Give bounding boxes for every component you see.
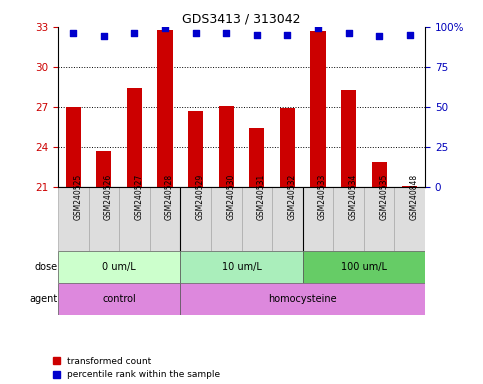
Point — [130, 30, 138, 36]
Point — [375, 33, 383, 40]
Text: GSM240533: GSM240533 — [318, 173, 327, 220]
Bar — [395, 187, 425, 251]
Bar — [119, 187, 150, 251]
Bar — [66, 107, 81, 187]
Bar — [303, 187, 333, 251]
Point — [314, 25, 322, 31]
Point — [100, 33, 108, 40]
Text: homocysteine: homocysteine — [269, 294, 337, 304]
Point — [284, 32, 291, 38]
Bar — [58, 187, 88, 251]
Text: dose: dose — [34, 262, 57, 272]
Text: GSM240529: GSM240529 — [196, 173, 205, 220]
Point — [345, 30, 353, 36]
Bar — [242, 187, 272, 251]
Title: GDS3413 / 313042: GDS3413 / 313042 — [182, 13, 301, 26]
Text: GSM240531: GSM240531 — [257, 173, 266, 220]
Bar — [249, 128, 265, 187]
Text: GSM240526: GSM240526 — [104, 173, 113, 220]
Text: 10 um/L: 10 um/L — [222, 262, 261, 272]
Text: 0 um/L: 0 um/L — [102, 262, 136, 272]
Text: GSM240532: GSM240532 — [287, 173, 297, 220]
Bar — [303, 251, 425, 283]
Bar — [341, 89, 356, 187]
Text: GSM240534: GSM240534 — [349, 173, 357, 220]
Bar — [333, 187, 364, 251]
Bar — [188, 111, 203, 187]
Bar — [211, 187, 242, 251]
Point — [253, 32, 261, 38]
Text: control: control — [102, 294, 136, 304]
Text: GSM240527: GSM240527 — [134, 173, 143, 220]
Bar — [364, 187, 395, 251]
Bar — [58, 283, 180, 315]
Text: agent: agent — [29, 294, 57, 304]
Point — [192, 30, 199, 36]
Bar — [180, 187, 211, 251]
Point — [161, 25, 169, 31]
Text: GSM240530: GSM240530 — [226, 173, 235, 220]
Bar — [157, 30, 173, 187]
Bar — [311, 31, 326, 187]
Bar — [280, 108, 295, 187]
Text: GSM240525: GSM240525 — [73, 173, 82, 220]
Bar — [150, 187, 180, 251]
Point — [70, 30, 77, 36]
Bar — [96, 151, 112, 187]
Text: GSM240535: GSM240535 — [379, 173, 388, 220]
Text: 100 um/L: 100 um/L — [341, 262, 387, 272]
Text: GSM240848: GSM240848 — [410, 174, 419, 220]
Point — [222, 30, 230, 36]
Bar — [88, 187, 119, 251]
Bar — [219, 106, 234, 187]
Bar — [180, 283, 425, 315]
Bar — [58, 251, 180, 283]
Bar — [371, 162, 387, 187]
Bar — [272, 187, 303, 251]
Point — [406, 32, 413, 38]
Bar — [180, 251, 303, 283]
Bar — [127, 88, 142, 187]
Legend: transformed count, percentile rank within the sample: transformed count, percentile rank withi… — [53, 357, 220, 379]
Bar — [402, 185, 417, 187]
Text: GSM240528: GSM240528 — [165, 174, 174, 220]
